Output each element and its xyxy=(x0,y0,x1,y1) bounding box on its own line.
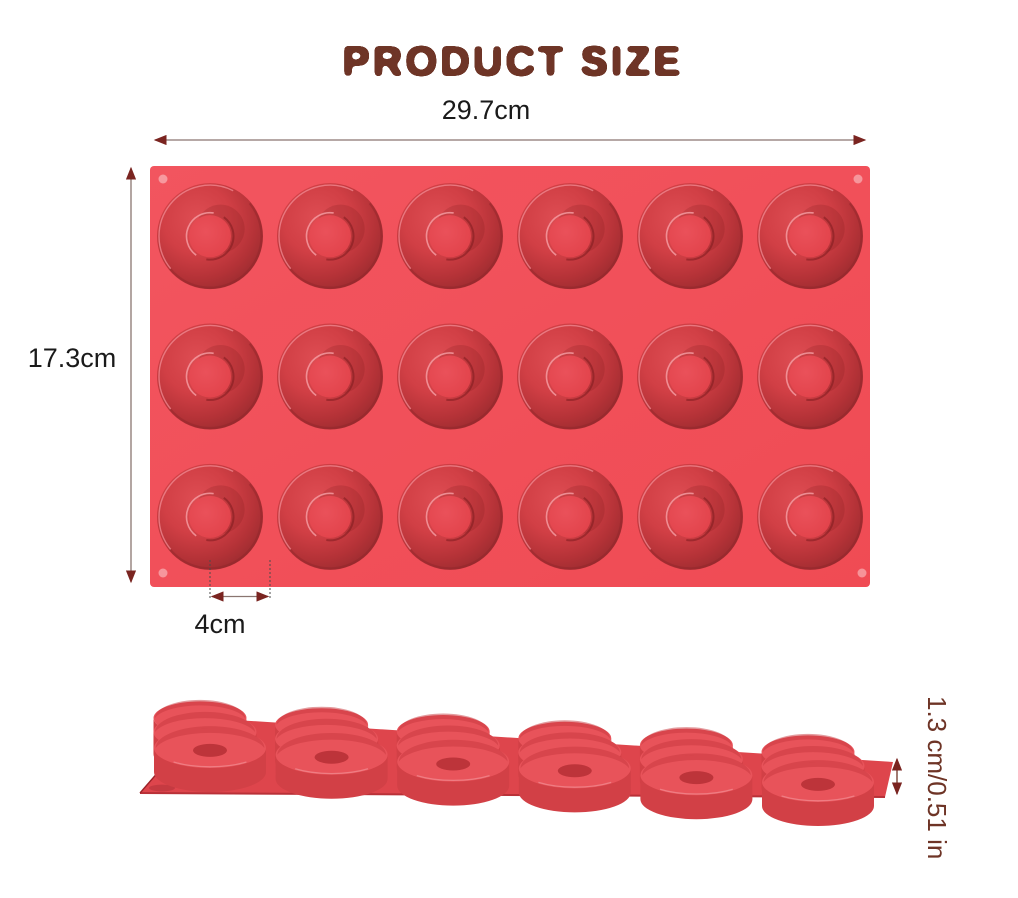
svg-text:1.3 cm/0.51 in: 1.3 cm/0.51 in xyxy=(922,696,952,859)
svg-text:17.3cm: 17.3cm xyxy=(28,343,117,373)
svg-text:29.7cm: 29.7cm xyxy=(442,95,531,125)
svg-text:4cm: 4cm xyxy=(194,609,245,639)
